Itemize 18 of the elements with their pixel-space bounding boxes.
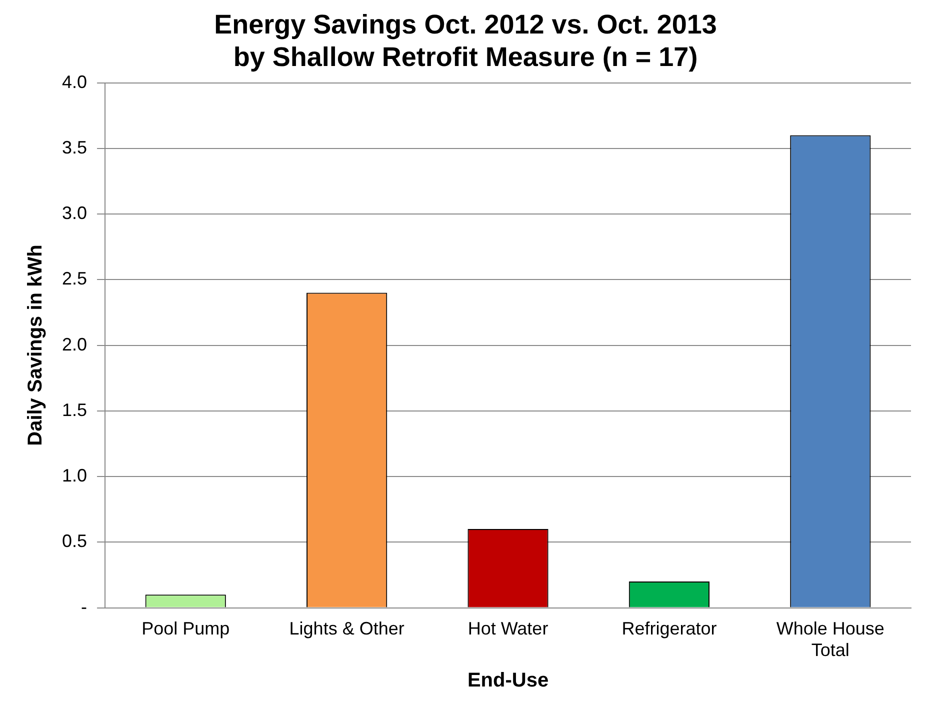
x-tick-label: Hot Water xyxy=(468,618,548,639)
text: Energy Savings Oct. 2012 vs. Oct. 2013 xyxy=(214,10,717,40)
y-tick-label: 1.0 xyxy=(62,466,88,486)
x-tick-label: Lights & Other xyxy=(289,618,404,639)
x-tick-label: Refrigerator xyxy=(622,618,717,639)
y-tick-label: 3.5 xyxy=(62,137,88,158)
y-tick-label: 2.5 xyxy=(62,268,88,289)
x-tick-label: Pool Pump xyxy=(142,618,230,639)
y-axis-title: Daily Savings in kWh xyxy=(24,244,47,446)
y-tick-label: - xyxy=(81,596,88,617)
text: by Shallow Retrofit Measure (n = 17) xyxy=(233,42,698,72)
y-tick-label: 4.0 xyxy=(62,72,88,92)
y-tick-label: 2.0 xyxy=(62,334,88,354)
x-axis-title: End-Use xyxy=(467,670,549,692)
y-tick-label: 3.0 xyxy=(62,203,88,224)
y-tick-label: 0.5 xyxy=(62,531,88,552)
x-tick-label: Whole House Total xyxy=(776,618,884,660)
y-tick-label: 1.5 xyxy=(62,400,88,420)
